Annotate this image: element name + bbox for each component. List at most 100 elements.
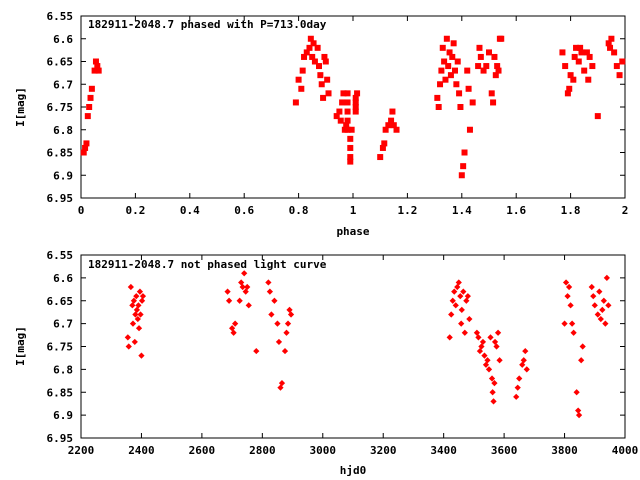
data-point [483,63,490,70]
data-point [135,325,143,332]
data-point [333,113,340,120]
data-point [486,49,492,56]
data-point [484,357,491,364]
data-point [284,320,292,327]
data-point [613,63,620,70]
data-point [449,53,456,60]
data-point [565,283,573,291]
chart-title: 182911-2048.7 phased with P=713.0day [88,18,327,31]
data-point [87,94,94,101]
data-point [266,288,274,295]
x-tick-label: 3200 [370,444,397,457]
y-tick-label: 6.6 [53,272,73,285]
y-tick-label: 6.8 [53,363,73,376]
x-tick-label: 2600 [189,444,216,457]
data-point [309,53,316,60]
data-point [516,375,523,382]
data-point [347,154,354,161]
data-point [336,108,343,115]
data-point [320,94,327,101]
data-point [559,49,566,56]
data-point [567,72,574,79]
data-point [445,63,452,70]
data-point [317,72,324,79]
data-point [344,99,351,106]
data-point [124,334,131,341]
data-point [91,67,98,74]
data-point [570,76,577,83]
data-point [339,99,346,106]
data-point [295,76,302,83]
data-point [316,63,322,70]
data-point [307,35,314,42]
x-tick-label: 1.2 [397,204,417,217]
x-tick-label: 0.2 [125,204,145,217]
x-tick-label: 1.6 [506,204,526,217]
y-tick-label: 6.65 [47,295,74,308]
data-point [464,293,471,300]
data-point [616,72,623,79]
data-point [461,149,468,156]
data-point [480,67,487,74]
data-point [275,338,283,346]
data-point [561,320,568,327]
data-point [343,122,350,129]
data-point [127,283,134,291]
y-tick-label: 6.85 [47,386,74,399]
data-points [80,35,626,179]
data-point [379,144,386,151]
data-point [575,412,583,419]
data-point [581,67,588,74]
data-point [281,347,289,355]
data-point [88,85,95,92]
data-point [458,306,465,314]
data-point [435,104,442,110]
y-tick-label: 6.9 [53,409,73,422]
chart-panel-2: 2200 2400 2600 2800 3000 3200 3400 3600 3800 4000… [14,249,638,477]
chart-title: 182911-2048.7 not phased light curve [88,258,327,271]
x-tick-label: 2800 [249,444,276,457]
data-point [591,302,598,309]
y-axis-title: I[mag] [14,87,27,127]
data-point [495,67,502,74]
data-point [441,58,448,65]
data-point [460,163,467,170]
data-point [602,320,609,327]
x-tick-label: 1.4 [452,204,472,217]
data-point [83,140,90,147]
data-point [573,44,580,51]
data-point [136,288,144,295]
data-point [566,85,573,92]
data-point [562,279,570,286]
data-point [138,352,145,359]
data-point [457,293,464,300]
data-point [139,293,147,300]
data-point [570,329,577,336]
data-point [306,44,313,51]
data-point [455,279,462,286]
data-point [385,122,392,129]
data-point [498,35,505,42]
data-point [458,172,465,179]
data-point [225,297,233,304]
data-point [567,302,574,309]
data-point [287,311,295,318]
data-point [481,352,488,359]
y-tick-label: 6.55 [47,10,74,23]
data-point [583,49,590,56]
data-point [344,90,351,97]
data-point [344,108,351,115]
data-point [389,108,396,115]
data-point [487,334,494,341]
data-point [450,40,457,47]
data-point [232,320,239,327]
chart-panel-1: 0 0.2 0.4 0.6 0.8 1 1.2 1.4 1.6 1.8 2 6.55 6.6 6.65 6.… [14,10,628,238]
data-point [465,85,472,92]
y-tick-label: 6.95 [47,432,74,445]
data-point [475,63,482,70]
data-point [324,76,331,83]
data-point [605,40,612,47]
x-axis-title: phase [336,225,369,238]
data-point [80,149,87,156]
x-tick-label: 3600 [491,444,518,457]
